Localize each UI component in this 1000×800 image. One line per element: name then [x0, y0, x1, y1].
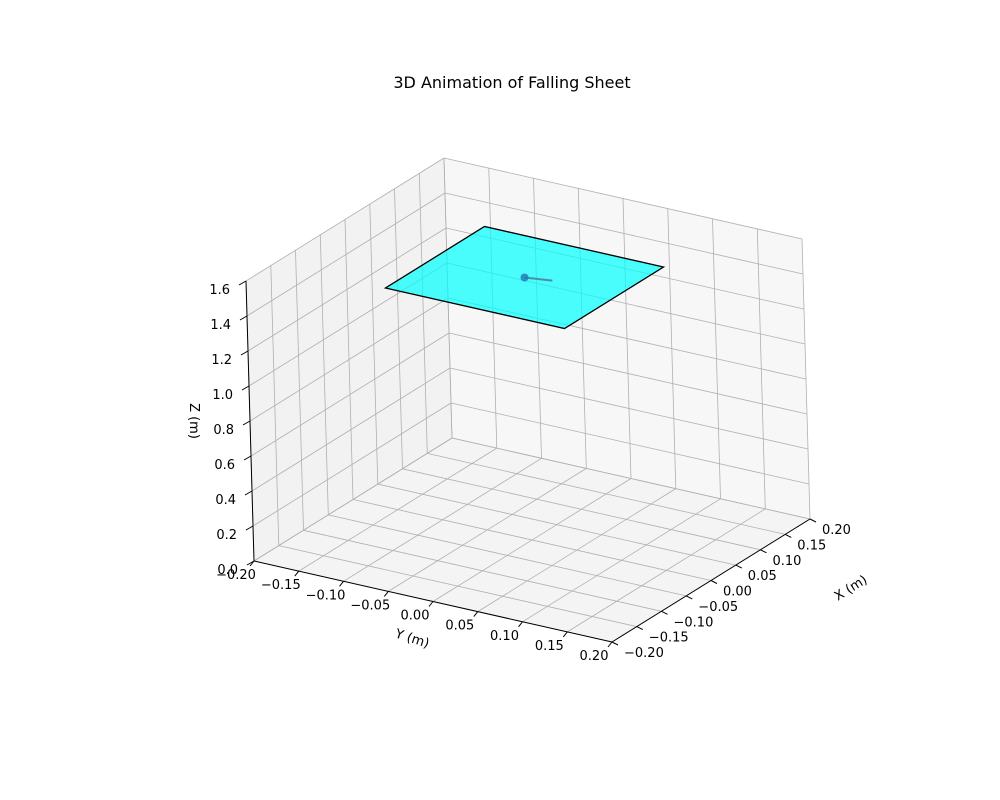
z-tick-mark [243, 455, 252, 461]
z-tick-mark [242, 420, 251, 426]
x-tick-label: 0.10 [773, 554, 802, 569]
grid-line-wall-z-left [251, 367, 451, 492]
z-tick-mark [240, 350, 249, 356]
z-tick-label: 0.0 [217, 563, 238, 578]
axis-lines [238, 280, 817, 648]
grid-line-floor-y [522, 498, 721, 623]
grid-line-wall-z-right [448, 332, 808, 415]
grid-line-wall-z-left [249, 297, 449, 422]
grid-line-floor-y [567, 508, 766, 633]
y-tick-mark [339, 580, 344, 587]
x-tick-label: −0.15 [649, 631, 689, 646]
x-tick-label: −0.20 [624, 646, 664, 661]
grid-line-wall-z-right [449, 367, 809, 450]
y-tick-label: 0.20 [580, 649, 609, 664]
x-tick-mark [710, 580, 718, 584]
z-tick-mark [246, 560, 255, 566]
z-tick-label: 1.0 [212, 388, 233, 403]
z-tick-mark [245, 525, 254, 531]
grid-line-floor-y [432, 478, 632, 602]
y-tick-label: −0.15 [261, 578, 301, 593]
y-tick-label: 0.05 [445, 619, 474, 634]
sheet-layer [383, 225, 666, 330]
z-tick-label: 0.6 [214, 458, 235, 473]
z-tick-label: 1.6 [209, 283, 230, 298]
z-axis-label: Z (m) [186, 403, 201, 439]
x-tick-label: −0.10 [674, 615, 714, 630]
x-tick-label: 0.00 [723, 585, 752, 600]
x-tick-mark [611, 641, 619, 646]
x-tick-mark [735, 564, 743, 569]
center-vector [524, 276, 553, 282]
z-tick-label: 0.4 [215, 493, 236, 508]
x-tick-mark [636, 626, 644, 631]
x-tick-mark [809, 518, 817, 523]
grid-line-floor-y [388, 468, 587, 592]
y-tick-mark [607, 641, 613, 648]
y-tick-mark [428, 601, 434, 607]
z-tick-label: 1.2 [211, 353, 232, 368]
z-tick-mark [238, 280, 247, 286]
x-tick-label: −0.05 [698, 600, 738, 615]
grid-line-floor-y [298, 447, 498, 572]
x-tick-mark [686, 595, 693, 600]
y-tick-mark [562, 631, 568, 638]
x-tick-mark [785, 533, 792, 538]
grid-line-wall-z-right [450, 402, 810, 485]
center-marker [520, 273, 529, 282]
axis-panes [246, 158, 810, 642]
grid-line-wall-z-right [451, 437, 811, 520]
grid-line-wall-z-left [253, 437, 453, 562]
y-tick-mark [518, 621, 523, 628]
z-tick-label: 0.8 [213, 423, 234, 438]
chart-title: 3D Animation of Falling Sheet [393, 73, 630, 92]
x-tick-label: 0.15 [797, 538, 826, 553]
y-tick-label: −0.05 [350, 598, 390, 613]
x-tick-mark [661, 610, 668, 615]
x-tick-label: 0.05 [748, 569, 777, 584]
z-tick-label: 1.4 [210, 318, 231, 333]
y-tick-mark [473, 611, 479, 617]
grid-line-floor-y [343, 457, 542, 582]
grid-line-wall-z-left [245, 157, 445, 282]
grid-line-wall-z-left [247, 227, 447, 352]
y-tick-label: 0.15 [535, 639, 564, 654]
y-tick-label: −0.10 [306, 588, 346, 603]
grid-line-wall-z-right [444, 192, 804, 275]
z-tick-label: 0.2 [216, 528, 237, 543]
y-tick-mark [294, 570, 300, 577]
y-tick-label: 0.00 [401, 609, 430, 624]
y-tick-label: −0.20 [216, 568, 256, 583]
z-tick-mark [239, 315, 248, 321]
y-axis-label: Y (m) [392, 626, 431, 651]
grid-line-wall-z-right [443, 157, 803, 240]
grid-line-floor-y [477, 488, 677, 612]
x-axis-label: X (m) [832, 573, 870, 605]
x-tick-label: 0.20 [822, 523, 851, 538]
z-tick-mark [244, 490, 253, 496]
x-tick-mark [760, 549, 767, 554]
grid-line-wall-z-left [250, 332, 450, 457]
y-tick-mark [383, 591, 389, 597]
y-tick-label: 0.10 [490, 629, 519, 644]
tick-labels: −0.20−0.15−0.10−0.050.000.050.100.150.20… [209, 283, 851, 664]
z-tick-mark [241, 385, 250, 391]
grid-line-wall-z-left [246, 192, 446, 317]
grid-line-wall-z-left [252, 402, 452, 527]
